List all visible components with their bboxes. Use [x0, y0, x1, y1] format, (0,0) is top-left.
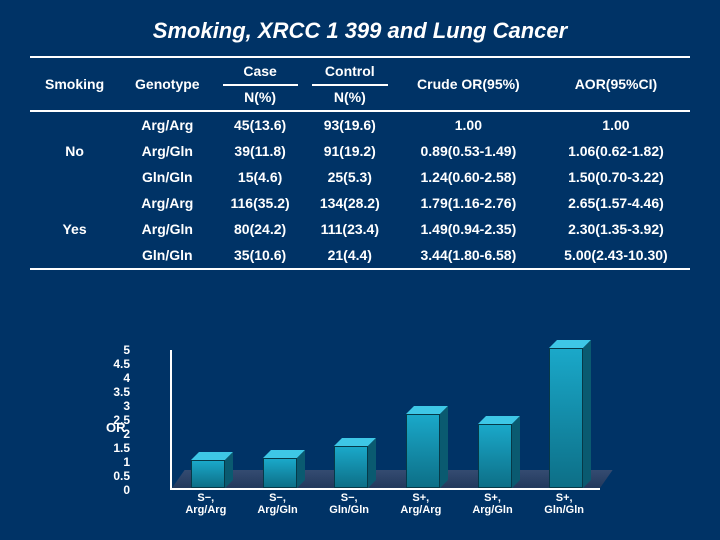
x-label: S+,Gln/Gln	[529, 492, 599, 516]
cell-crude: 1.79(1.16-2.76)	[395, 190, 542, 216]
y-tick: 2	[100, 427, 130, 441]
cell-case: 39(11.8)	[216, 138, 305, 164]
cell-crude: 1.24(0.60-2.58)	[395, 164, 542, 190]
x-label: S−,Arg/Arg	[171, 492, 241, 516]
col-case: Case	[216, 57, 305, 84]
bar	[478, 424, 512, 488]
cell-aor: 2.30(1.35-3.92)	[542, 216, 690, 242]
x-labels: S−,Arg/ArgS−,Arg/GlnS−,Gln/GlnS+,Arg/Arg…	[170, 492, 600, 528]
cell-case: 45(13.6)	[216, 111, 305, 138]
y-tick: 2.5	[100, 413, 130, 427]
table-row: Gln/Gln15(4.6)25(5.3)1.24(0.60-2.58)1.50…	[30, 164, 690, 190]
y-tick: 1	[100, 455, 130, 469]
y-tick: 1.5	[100, 441, 130, 455]
cell-crude: 1.49(0.94-2.35)	[395, 216, 542, 242]
x-label: S+,Arg/Arg	[386, 492, 456, 516]
cell-smoking	[30, 190, 119, 216]
y-tick: 0.5	[100, 469, 130, 483]
cell-smoking: Yes	[30, 216, 119, 242]
y-ticks: 00.511.522.533.544.55	[134, 350, 170, 490]
chart-plot	[170, 350, 600, 490]
cell-case: 15(4.6)	[216, 164, 305, 190]
cell-genotype: Arg/Arg	[119, 111, 215, 138]
cell-genotype: Gln/Gln	[119, 242, 215, 269]
cell-control: 91(19.2)	[305, 138, 395, 164]
y-tick: 3.5	[100, 385, 130, 399]
bar-chart: OR 00.511.522.533.544.55 S−,Arg/ArgS−,Ar…	[140, 350, 610, 530]
bar	[549, 348, 583, 488]
cell-control: 134(28.2)	[305, 190, 395, 216]
cell-crude: 3.44(1.80-6.58)	[395, 242, 542, 269]
cell-genotype: Arg/Arg	[119, 190, 215, 216]
cell-smoking	[30, 111, 119, 138]
table-row: Arg/Arg45(13.6)93(19.6)1.001.00	[30, 111, 690, 138]
y-tick: 4.5	[100, 357, 130, 371]
table-row: YesArg/Gln80(24.2)111(23.4)1.49(0.94-2.3…	[30, 216, 690, 242]
cell-crude: 0.89(0.53-1.49)	[395, 138, 542, 164]
col-control: Control	[305, 57, 395, 84]
cell-control: 25(5.3)	[305, 164, 395, 190]
bar	[191, 460, 225, 488]
cell-genotype: Gln/Gln	[119, 164, 215, 190]
data-table: Smoking Genotype Case Control Crude OR(9…	[30, 56, 690, 270]
col-crude: Crude OR(95%)	[395, 57, 542, 111]
y-tick: 0	[100, 483, 130, 497]
cell-aor: 1.06(0.62-1.82)	[542, 138, 690, 164]
cell-smoking: No	[30, 138, 119, 164]
col-control-n: N(%)	[305, 84, 395, 111]
cell-aor: 1.00	[542, 111, 690, 138]
cell-control: 93(19.6)	[305, 111, 395, 138]
cell-crude: 1.00	[395, 111, 542, 138]
table-row: NoArg/Gln39(11.8)91(19.2)0.89(0.53-1.49)…	[30, 138, 690, 164]
cell-aor: 2.65(1.57-4.46)	[542, 190, 690, 216]
cell-case: 116(35.2)	[216, 190, 305, 216]
cell-control: 21(4.4)	[305, 242, 395, 269]
cell-smoking	[30, 164, 119, 190]
col-smoking: Smoking	[30, 57, 119, 111]
y-tick: 5	[100, 343, 130, 357]
cell-genotype: Arg/Gln	[119, 138, 215, 164]
cell-control: 111(23.4)	[305, 216, 395, 242]
bar	[334, 446, 368, 488]
cell-smoking	[30, 242, 119, 269]
col-genotype: Genotype	[119, 57, 215, 111]
bar	[263, 458, 297, 488]
page-title: Smoking, XRCC 1 399 and Lung Cancer	[0, 0, 720, 52]
cell-genotype: Arg/Gln	[119, 216, 215, 242]
chart-floor	[172, 470, 613, 488]
cell-case: 35(10.6)	[216, 242, 305, 269]
cell-aor: 1.50(0.70-3.22)	[542, 164, 690, 190]
x-label: S−,Arg/Gln	[243, 492, 313, 516]
y-tick: 4	[100, 371, 130, 385]
x-label: S−,Gln/Gln	[314, 492, 384, 516]
y-tick: 3	[100, 399, 130, 413]
cell-case: 80(24.2)	[216, 216, 305, 242]
bar	[406, 414, 440, 488]
col-aor: AOR(95%CI)	[542, 57, 690, 111]
col-case-n: N(%)	[216, 84, 305, 111]
table-row: Arg/Arg116(35.2)134(28.2)1.79(1.16-2.76)…	[30, 190, 690, 216]
table-row: Gln/Gln35(10.6)21(4.4)3.44(1.80-6.58)5.0…	[30, 242, 690, 269]
x-label: S+,Arg/Gln	[458, 492, 528, 516]
cell-aor: 5.00(2.43-10.30)	[542, 242, 690, 269]
